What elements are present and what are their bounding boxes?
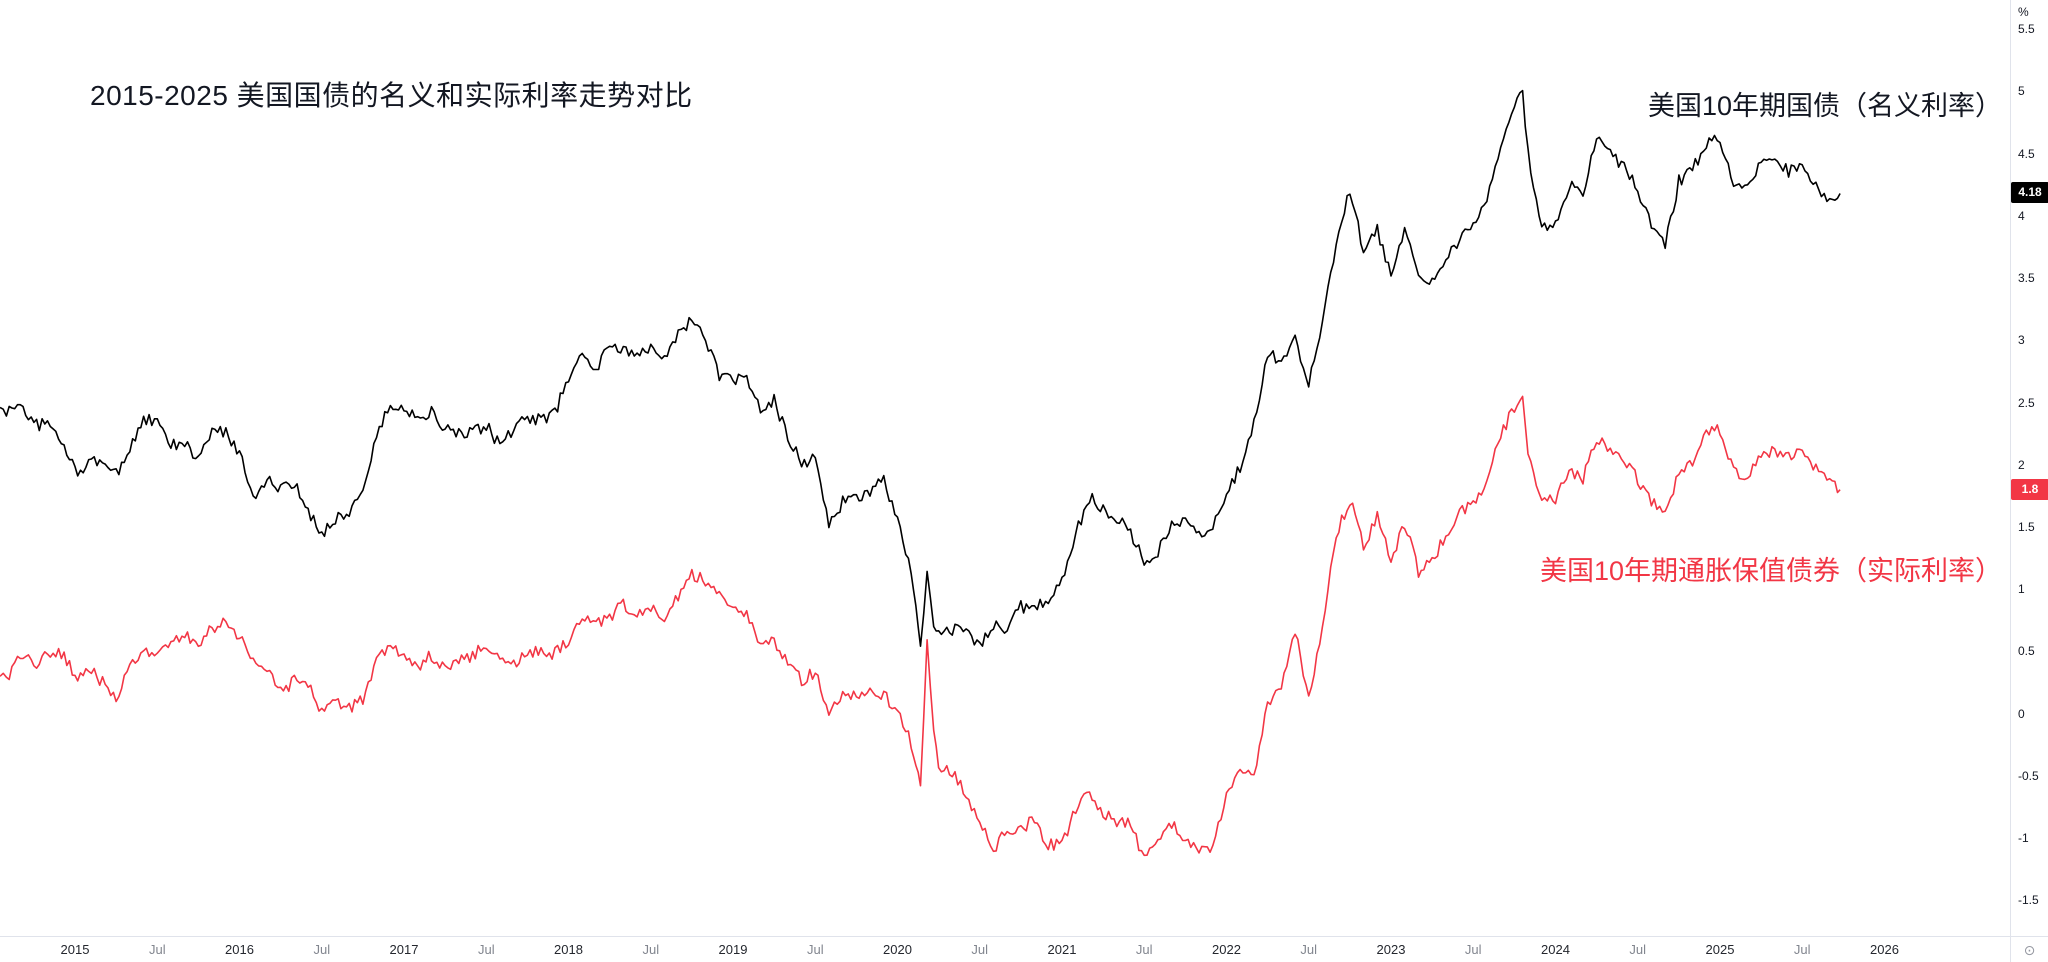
time-axis[interactable]: 2015 Jul 2016 Jul 2017 Jul 2018 Jul 2019 Jul 2020 J… <box>0 936 2010 962</box>
percent-axis-indicator: % <box>2018 5 2029 19</box>
time-axis-label: Jul <box>313 942 331 957</box>
time-axis-label: Jul <box>1464 942 1482 957</box>
y-axis-tick-label: 0.5 <box>2018 644 2035 659</box>
time-axis-label: 2016 <box>225 942 254 957</box>
y-axis-tick-label: 3.5 <box>2018 271 2035 286</box>
y-axis-tick-label: 1.5 <box>2018 519 2035 534</box>
time-axis-label: 2026 <box>1870 942 1899 957</box>
series-line-real[interactable] <box>0 395 1841 857</box>
time-axis-label: Jul <box>642 942 660 957</box>
time-axis-label: 2022 <box>1212 942 1241 957</box>
time-axis-label: 2021 <box>1047 942 1077 957</box>
time-axis-label: Jul <box>1629 942 1646 957</box>
y-axis-tick-label: 2 <box>2018 457 2025 472</box>
last-price-badge-real: 1.8 <box>2011 478 2048 500</box>
axis-settings-icon[interactable]: ⊙ <box>2023 941 2036 958</box>
chart-title: 2015-2025 美国国债的名义和实际利率走势对比 <box>90 80 693 111</box>
price-chart-canvas[interactable] <box>0 0 2010 936</box>
y-axis-tick-label: 5 <box>2018 84 2025 99</box>
time-axis-label: 2019 <box>718 942 748 957</box>
time-axis-label: Jul <box>1793 942 1811 957</box>
y-axis-tick-label: 0 <box>2018 706 2025 721</box>
time-axis-label: Jul <box>806 942 824 957</box>
axis-corner: ⊙ <box>2010 936 2048 962</box>
time-axis-label: 2018 <box>554 942 583 957</box>
time-axis-label: 2023 <box>1376 942 1406 957</box>
y-axis-tick-label: -1.5 <box>2018 893 2039 908</box>
time-axis-label: 2015 <box>60 942 90 957</box>
time-axis-label: Jul <box>477 942 495 957</box>
series-line-nominal[interactable] <box>0 89 1841 647</box>
y-axis-tick-label: 2.5 <box>2018 395 2035 410</box>
time-axis-label: Jul <box>971 942 988 957</box>
series-label-real[interactable]: 美国10年期通胀保值债券（实际利率） <box>1539 556 2002 586</box>
time-axis-label: 2020 <box>883 942 912 957</box>
price-axis[interactable]: % 5.5 5 4.5 4 3.5 3 2.5 2 1.5 1 0.5 0 -0.5 -1 -1.5 4.18… <box>2010 0 2048 936</box>
time-axis-label: 2024 <box>1541 942 1570 957</box>
time-axis-label: Jul <box>1135 942 1153 957</box>
time-axis-label: 2025 <box>1705 942 1735 957</box>
y-axis-tick-label: 1 <box>2018 582 2025 597</box>
last-price-badge-nominal: 4.18 <box>2011 182 2048 204</box>
y-axis-tick-label: 3 <box>2018 333 2025 348</box>
y-axis-tick-label: 4.5 <box>2018 146 2035 161</box>
y-axis-tick-label: 5.5 <box>2018 22 2035 37</box>
time-axis-label: 2017 <box>389 942 419 957</box>
time-axis-label: Jul <box>148 942 166 957</box>
y-axis-tick-label: 4 <box>2018 208 2025 223</box>
y-axis-tick-label: -0.5 <box>2018 768 2039 783</box>
y-axis-tick-label: -1 <box>2018 831 2029 846</box>
time-axis-label: Jul <box>1300 942 1317 957</box>
series-label-nominal[interactable]: 美国10年期国债（名义利率） <box>1647 91 2002 121</box>
